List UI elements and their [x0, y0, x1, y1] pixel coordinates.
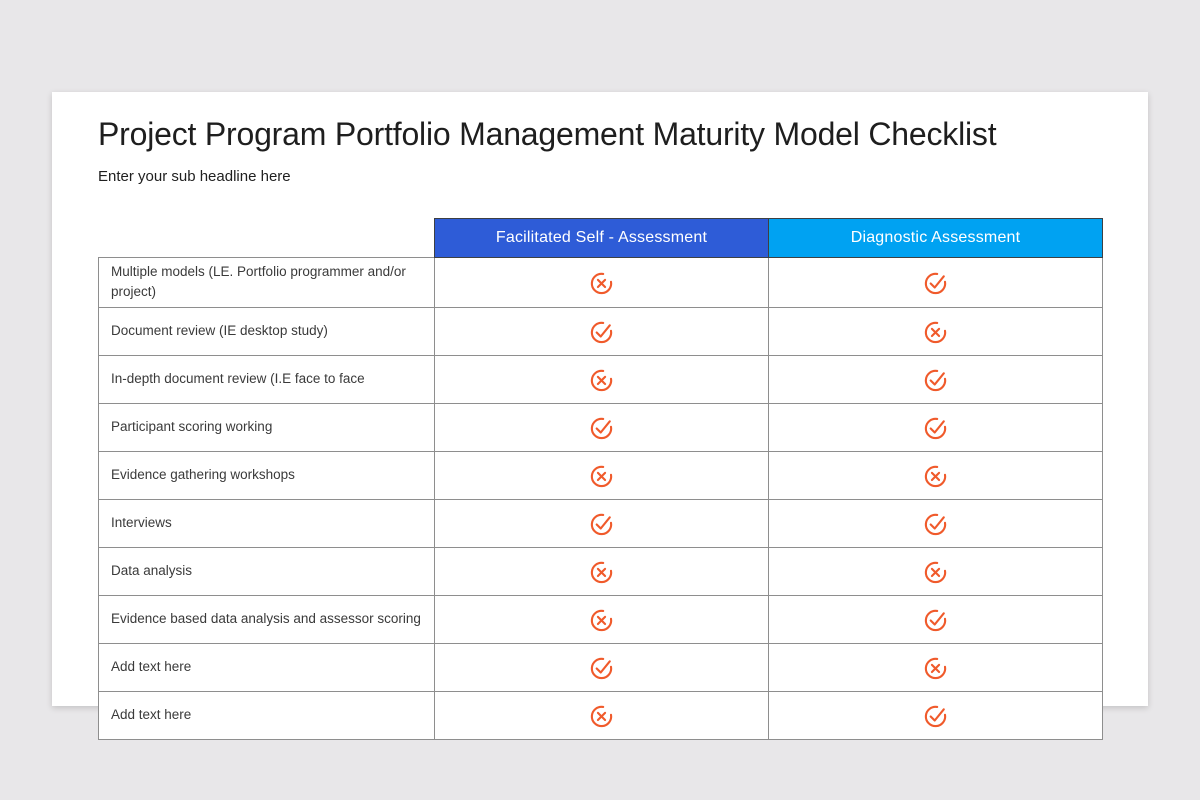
table-header-row: Facilitated Self - Assessment Diagnostic…	[99, 218, 1103, 258]
facilitated-cell	[434, 642, 769, 692]
diagnostic-cell	[768, 546, 1103, 596]
cross-circle-icon	[924, 657, 947, 679]
page-subtitle: Enter your sub headline here	[98, 168, 291, 185]
check-circle-icon	[590, 417, 613, 439]
row-label-cell: Multiple models (LE. Portfolio programme…	[98, 257, 435, 308]
cross-circle-icon	[590, 369, 613, 391]
row-label: Add text here	[111, 658, 192, 674]
facilitated-cell	[434, 354, 769, 404]
cross-circle-icon	[590, 465, 613, 487]
column-header-facilitated: Facilitated Self - Assessment	[434, 218, 769, 258]
row-label: In-depth document review (I.E face to fa…	[111, 370, 365, 386]
table-row: Add text here	[98, 642, 1103, 692]
check-circle-icon	[924, 705, 947, 727]
row-label-cell: Document review (IE desktop study)	[98, 306, 435, 356]
cross-circle-icon	[590, 609, 613, 631]
table-row: Evidence based data analysis and assesso…	[98, 594, 1103, 644]
row-label: Evidence based data analysis and assesso…	[111, 610, 421, 626]
check-circle-icon	[924, 609, 947, 631]
row-label-cell: Add text here	[98, 690, 435, 740]
check-circle-icon	[590, 321, 613, 343]
diagnostic-cell	[768, 642, 1103, 692]
cross-circle-icon	[924, 321, 947, 343]
facilitated-cell	[434, 546, 769, 596]
table-row: Interviews	[98, 498, 1103, 548]
diagnostic-cell	[768, 498, 1103, 548]
cross-circle-icon	[590, 705, 613, 727]
facilitated-cell	[434, 257, 769, 308]
table-body: Multiple models (LE. Portfolio programme…	[98, 257, 1103, 740]
row-label-cell: Evidence gathering workshops	[98, 450, 435, 500]
diagnostic-cell	[768, 594, 1103, 644]
diagnostic-cell	[768, 257, 1103, 308]
table-row: Participant scoring working	[98, 402, 1103, 452]
checklist-table: Facilitated Self - Assessment Diagnostic…	[98, 218, 1103, 740]
cross-circle-icon	[924, 465, 947, 487]
table-row: Add text here	[98, 690, 1103, 740]
diagnostic-cell	[768, 690, 1103, 740]
check-circle-icon	[924, 513, 947, 535]
check-circle-icon	[924, 369, 947, 391]
table-row: Evidence gathering workshops	[98, 450, 1103, 500]
check-circle-icon	[590, 657, 613, 679]
diagnostic-cell	[768, 306, 1103, 356]
row-label-cell: Data analysis	[98, 546, 435, 596]
row-label: Add text here	[111, 706, 192, 722]
diagnostic-cell	[768, 450, 1103, 500]
row-label: Participant scoring working	[111, 418, 273, 434]
row-label: Multiple models (LE. Portfolio programme…	[111, 264, 406, 300]
table-row: Multiple models (LE. Portfolio programme…	[98, 257, 1103, 308]
facilitated-cell	[434, 594, 769, 644]
row-label-cell: Add text here	[98, 642, 435, 692]
cross-circle-icon	[590, 561, 613, 583]
facilitated-cell	[434, 690, 769, 740]
row-label-cell: Evidence based data analysis and assesso…	[98, 594, 435, 644]
row-label: Evidence gathering workshops	[111, 466, 295, 482]
table-row: In-depth document review (I.E face to fa…	[98, 354, 1103, 404]
row-label: Interviews	[111, 514, 172, 530]
row-label-cell: Interviews	[98, 498, 435, 548]
row-label: Document review (IE desktop study)	[111, 322, 328, 338]
row-label-cell: Participant scoring working	[98, 402, 435, 452]
table-row: Document review (IE desktop study)	[98, 306, 1103, 356]
facilitated-cell	[434, 402, 769, 452]
row-label-cell: In-depth document review (I.E face to fa…	[98, 354, 435, 404]
facilitated-cell	[434, 306, 769, 356]
cross-circle-icon	[590, 272, 613, 294]
table-row: Data analysis	[98, 546, 1103, 596]
cross-circle-icon	[924, 561, 947, 583]
slide-card: Project Program Portfolio Management Mat…	[52, 92, 1148, 740]
header-spacer-cell	[99, 219, 435, 258]
check-circle-icon	[924, 417, 947, 439]
check-circle-icon	[590, 513, 613, 535]
row-label: Data analysis	[111, 562, 193, 578]
facilitated-cell	[434, 498, 769, 548]
check-circle-icon	[924, 272, 947, 294]
diagnostic-cell	[768, 354, 1103, 404]
column-header-diagnostic: Diagnostic Assessment	[768, 218, 1103, 258]
facilitated-cell	[434, 450, 769, 500]
diagnostic-cell	[768, 402, 1103, 452]
page-title: Project Program Portfolio Management Mat…	[98, 116, 997, 152]
